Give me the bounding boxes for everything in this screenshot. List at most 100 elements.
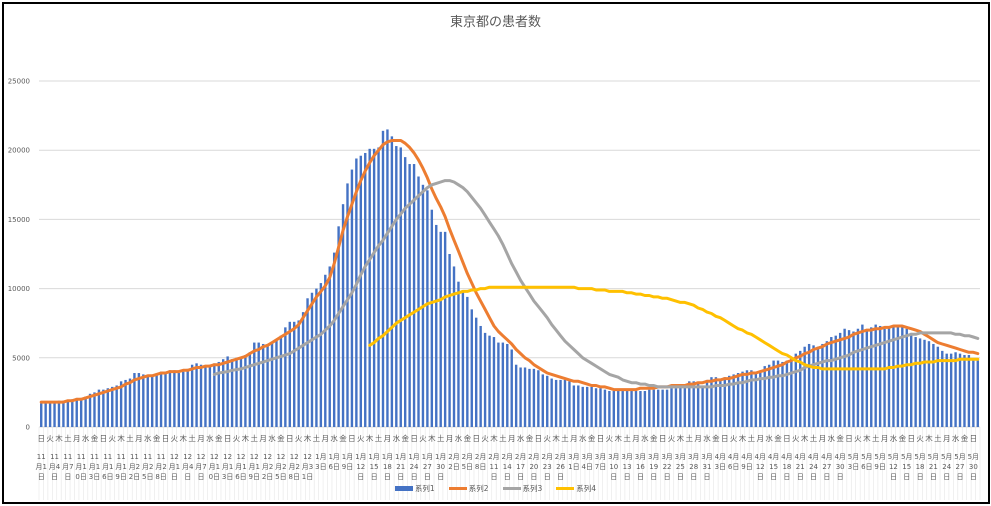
x-tick-weekday: 土 xyxy=(126,433,134,443)
bar xyxy=(53,402,56,427)
bar xyxy=(945,353,948,427)
bar xyxy=(723,377,726,427)
bar xyxy=(825,341,829,427)
x-tick-weekday: 水 xyxy=(393,433,401,443)
x-tick-weekday: 水 xyxy=(641,433,649,443)
x-tick-date: 1月27日 xyxy=(421,453,434,481)
x-tick-weekday: 金 xyxy=(153,433,161,443)
x-tick-weekday: 木 xyxy=(428,433,436,443)
bar xyxy=(634,391,638,427)
x-tick-date: 1月6日 xyxy=(328,453,340,471)
bar xyxy=(781,361,784,427)
bar xyxy=(93,392,96,427)
x-tick-weekday: 土 xyxy=(375,433,383,443)
legend: 系列1 系列2 系列3 系列4 xyxy=(0,483,991,494)
x-tick-date: 3月28日 xyxy=(687,453,700,481)
bar xyxy=(559,379,562,427)
x-tick-weekday: 木 xyxy=(552,433,560,443)
x-tick-weekday: 金 xyxy=(774,433,782,443)
x-tick-weekday: 金 xyxy=(650,433,658,443)
bar xyxy=(288,321,291,427)
bar xyxy=(195,363,198,427)
x-tick-date: 4月21日 xyxy=(794,453,806,481)
x-tick-date: 2月20日 xyxy=(528,453,540,481)
x-tick-weekday: 月 xyxy=(881,434,889,443)
bar xyxy=(599,388,602,427)
x-tick-weekday: 日 xyxy=(970,434,978,443)
bar xyxy=(803,346,806,427)
x-tick-weekday: 木 xyxy=(117,433,125,443)
x-tick-weekday: 日 xyxy=(659,434,667,443)
bar xyxy=(182,371,185,427)
bar xyxy=(732,374,735,427)
x-tick-weekday: 月 xyxy=(570,434,578,443)
bar xyxy=(905,328,908,427)
bar xyxy=(204,366,207,427)
bar xyxy=(115,385,118,427)
bar xyxy=(40,403,43,427)
x-tick-weekday: 月 xyxy=(632,434,640,443)
x-tick-weekday: 金 xyxy=(899,433,907,443)
bar xyxy=(266,343,269,427)
x-tick-date: 2月11日 xyxy=(488,453,500,481)
bar xyxy=(71,399,74,427)
x-tick-date: 12月31日 xyxy=(301,453,314,481)
bar xyxy=(581,386,584,427)
bar xyxy=(355,158,358,427)
bar xyxy=(377,147,380,427)
x-tick-weekday: 木 xyxy=(242,433,250,443)
x-tick-weekday: 水 xyxy=(206,433,214,443)
x-tick-date: 4月27日 xyxy=(821,453,833,481)
x-tick-date: 5月18日 xyxy=(914,453,926,481)
bar xyxy=(297,320,300,427)
x-tick-weekday: 土 xyxy=(188,433,196,443)
bar xyxy=(794,353,797,427)
x-tick-weekday: 月 xyxy=(259,434,267,443)
x-tick-weekday: 日 xyxy=(783,434,791,443)
bar xyxy=(173,370,176,427)
bar xyxy=(874,324,877,427)
x-tick-weekday: 火 xyxy=(108,434,116,443)
x-tick-weekday: 月 xyxy=(943,434,951,443)
bar xyxy=(772,360,775,427)
x-tick-weekday: 金 xyxy=(339,433,347,443)
x-tick-weekday: 木 xyxy=(366,433,374,443)
bar xyxy=(856,328,860,427)
bar xyxy=(284,327,287,427)
bar xyxy=(656,389,660,427)
x-tick-date: 5月27日 xyxy=(954,453,966,481)
bar xyxy=(577,385,580,427)
x-tick-weekday: 月 xyxy=(384,434,392,443)
x-tick-weekday: 火 xyxy=(46,434,54,443)
bar xyxy=(590,386,593,427)
x-tick-weekday: 土 xyxy=(499,433,507,443)
legend-swatch xyxy=(556,487,575,490)
bar xyxy=(293,321,296,427)
bar xyxy=(190,364,194,427)
bar xyxy=(830,337,833,427)
x-tick-date: 12月25日 xyxy=(275,453,287,481)
x-tick-weekday: 土 xyxy=(437,433,445,443)
x-tick-date: 5月3日 xyxy=(847,453,860,471)
bar xyxy=(386,129,389,427)
x-tick-weekday: 月 xyxy=(197,434,205,443)
bar xyxy=(315,288,318,427)
bar xyxy=(661,389,664,427)
bar xyxy=(448,254,451,427)
x-tick-weekday: 水 xyxy=(890,433,898,443)
x-tick-weekday: 金 xyxy=(215,433,223,443)
x-tick-date: 5月9日 xyxy=(874,453,886,471)
x-tick-date: 2月14日 xyxy=(501,453,513,481)
bar xyxy=(106,388,109,427)
bar xyxy=(186,368,189,427)
bar xyxy=(643,391,647,427)
bar xyxy=(399,147,402,427)
bar xyxy=(501,342,505,427)
x-tick-weekday: 火 xyxy=(481,434,489,443)
bar xyxy=(514,364,518,427)
bar xyxy=(222,359,225,427)
bar xyxy=(66,400,70,427)
bar xyxy=(612,391,616,427)
bar xyxy=(275,339,278,427)
bar xyxy=(541,374,544,427)
